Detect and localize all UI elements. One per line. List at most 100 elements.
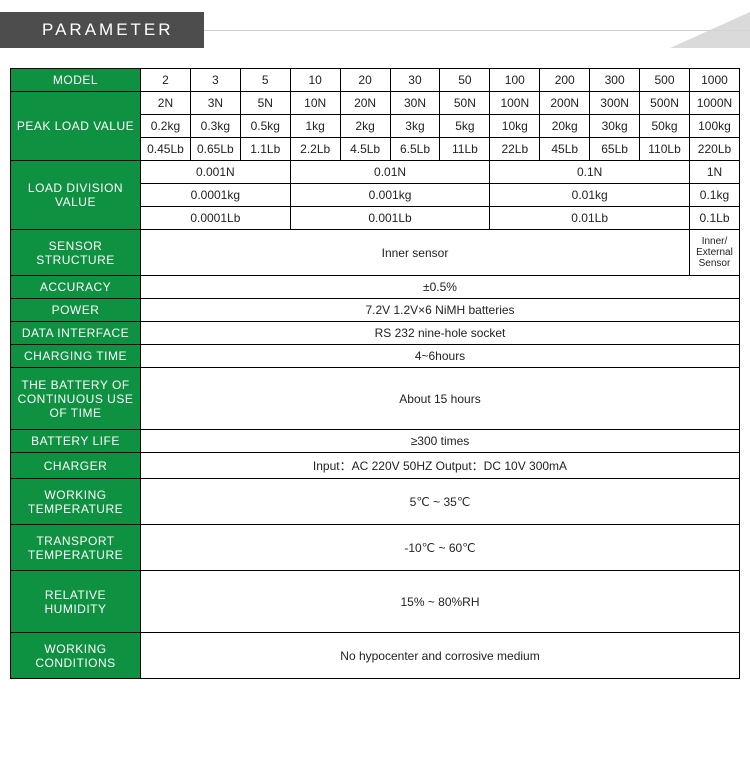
working-temp-row: WORKING TEMPERATURE 5℃ ~ 35℃ [11,479,740,525]
cell: 0.5kg [240,115,290,138]
label-transport-temp: TRANSPORT TEMPERATURE [11,525,141,571]
cell: 0.1Lb [689,207,739,230]
cell: 0.001kg [290,184,490,207]
cell: 0.1N [490,161,690,184]
peak-n-row: PEAK LOAD VALUE 2N 3N 5N 10N 20N 30N 50N… [11,92,740,115]
cell: 11Lb [440,138,490,161]
cell: 1kg [290,115,340,138]
accuracy-row: ACCURACY ±0.5% [11,276,740,299]
transport-temp-row: TRANSPORT TEMPERATURE -10℃ ~ 60℃ [11,525,740,571]
cell: 300N [590,92,640,115]
battery-life-row: BATTERY LIFE ≥300 times [11,430,740,453]
cell: 100N [490,92,540,115]
cell: 200 [540,69,590,92]
label-sensor-structure: SENSOR STRUCTURE [11,230,141,276]
power-row: POWER 7.2V 1.2V×6 NiMH batteries [11,299,740,322]
cell: 110Lb [640,138,690,161]
cell: 6.5Lb [390,138,440,161]
cell: 50kg [640,115,690,138]
cell: 10N [290,92,340,115]
label-accuracy: ACCURACY [11,276,141,299]
label-data-interface: DATA INTERFACE [11,322,141,345]
cell: 0.01Lb [490,207,690,230]
cell: 1000N [689,92,739,115]
charger-row: CHARGER Input：AC 220V 50HZ Output：DC 10V… [11,453,740,479]
cell: 2.2Lb [290,138,340,161]
working-conditions-row: WORKING CONDITIONS No hypocenter and cor… [11,633,740,679]
label-relative-humidity: RELATIVE HUMIDITY [11,571,141,633]
section-title: PARAMETER [0,12,204,48]
relative-humidity-row: RELATIVE HUMIDITY 15% ~ 80%RH [11,571,740,633]
cell: ≥300 times [141,430,740,453]
label-battery-continuous: THE BATTERY OF CONTINUOUS USE OF TIME [11,368,141,430]
cell: 2 [141,69,191,92]
cell: About 15 hours [141,368,740,430]
cell: 3 [190,69,240,92]
cell: 0.2kg [141,115,191,138]
cell: No hypocenter and corrosive medium [141,633,740,679]
cell: 100kg [689,115,739,138]
cell: RS 232 nine-hole socket [141,322,740,345]
cell: 0.45Lb [141,138,191,161]
cell: 15% ~ 80%RH [141,571,740,633]
label-model: MODEL [11,69,141,92]
decor-triangle [670,12,750,48]
label-battery-life: BATTERY LIFE [11,430,141,453]
cell: 30kg [590,115,640,138]
cell: 0.3kg [190,115,240,138]
cell: 500N [640,92,690,115]
sensor-row: SENSOR STRUCTURE Inner sensor Inner/ Ext… [11,230,740,276]
cell: 65Lb [590,138,640,161]
cell: 5℃ ~ 35℃ [141,479,740,525]
label-peak-load: PEAK LOAD VALUE [11,92,141,161]
cell: 0.01N [290,161,490,184]
cell: 30N [390,92,440,115]
label-working-conditions: WORKING CONDITIONS [11,633,141,679]
parameter-table: MODEL 2 3 5 10 20 30 50 100 200 300 500 … [10,68,740,679]
data-interface-row: DATA INTERFACE RS 232 nine-hole socket [11,322,740,345]
battery-continuous-row: THE BATTERY OF CONTINUOUS USE OF TIME Ab… [11,368,740,430]
cell: 30 [390,69,440,92]
label-charging-time: CHARGING TIME [11,345,141,368]
cell: 5kg [440,115,490,138]
cell: 0.0001kg [141,184,291,207]
cell: 7.2V 1.2V×6 NiMH batteries [141,299,740,322]
cell: 200N [540,92,590,115]
cell: 220Lb [689,138,739,161]
cell: 500 [640,69,690,92]
cell: 5N [240,92,290,115]
cell: 10kg [490,115,540,138]
div-n-row: LOAD DIVISION VALUE 0.001N 0.01N 0.1N 1N [11,161,740,184]
cell: 20kg [540,115,590,138]
cell: 3N [190,92,240,115]
label-working-temp: WORKING TEMPERATURE [11,479,141,525]
cell: 1N [689,161,739,184]
label-charger: CHARGER [11,453,141,479]
label-load-division: LOAD DIVISION VALUE [11,161,141,230]
cell: 45Lb [540,138,590,161]
cell: 20N [340,92,390,115]
cell: -10℃ ~ 60℃ [141,525,740,571]
cell: 0.001N [141,161,291,184]
cell: 20 [340,69,390,92]
model-row: MODEL 2 3 5 10 20 30 50 100 200 300 500 … [11,69,740,92]
charging-time-row: CHARGING TIME 4~6hours [11,345,740,368]
cell: 2N [141,92,191,115]
cell: 1.1Lb [240,138,290,161]
label-power: POWER [11,299,141,322]
cell: 0.001Lb [290,207,490,230]
cell: 1000 [689,69,739,92]
cell: Inner/ External Sensor [689,230,739,276]
cell: 0.01kg [490,184,690,207]
cell: 0.1kg [689,184,739,207]
cell: ±0.5% [141,276,740,299]
cell: 5 [240,69,290,92]
cell: 100 [490,69,540,92]
cell: 2kg [340,115,390,138]
cell: Inner sensor [141,230,690,276]
cell: 50 [440,69,490,92]
cell: 10 [290,69,340,92]
cell: 3kg [390,115,440,138]
section-header: PARAMETER [0,12,750,48]
cell: 300 [590,69,640,92]
